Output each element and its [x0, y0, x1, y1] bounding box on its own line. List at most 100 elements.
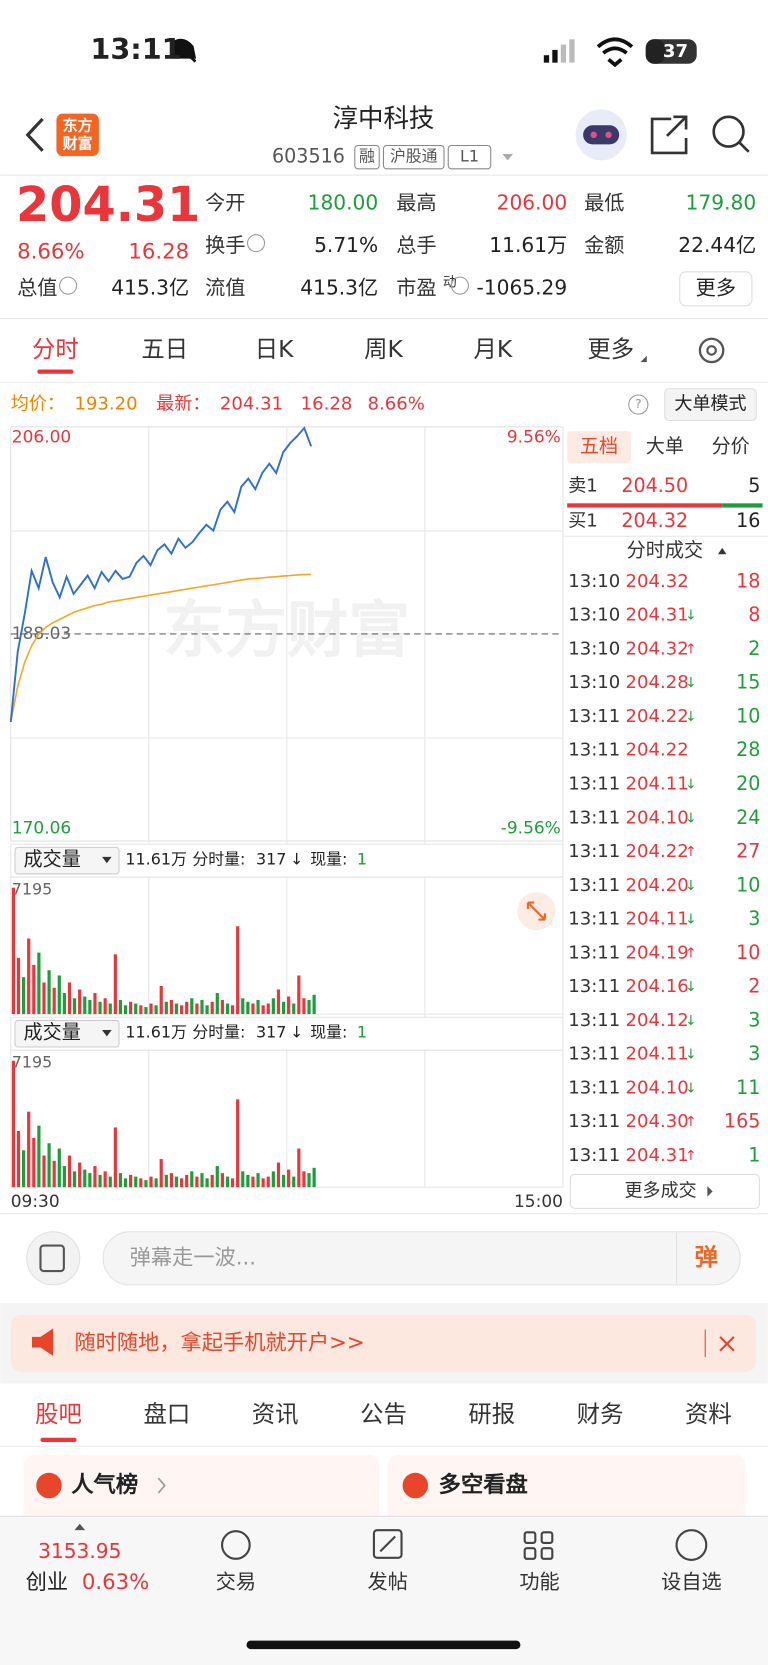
- chart-tab[interactable]: 日K: [255, 335, 294, 363]
- tag-label: 沪股通: [390, 147, 438, 166]
- field-value: 206.00: [497, 190, 568, 214]
- mode-button[interactable]: [664, 388, 757, 422]
- split-volume: 317: [256, 1023, 286, 1042]
- trade-volume: 8: [748, 603, 760, 626]
- trade-time: 13:11: [568, 1044, 620, 1065]
- card[interactable]: [387, 1454, 746, 1530]
- volume-bar: [292, 1003, 296, 1015]
- avg-price: 193.20: [74, 394, 137, 415]
- trade-price: 204.20: [626, 875, 689, 896]
- section-tab[interactable]: 财务: [577, 1400, 624, 1428]
- buy-volume: 16: [736, 509, 760, 532]
- section-tab[interactable]: 股吧: [35, 1400, 82, 1428]
- trade-time: 13:10: [568, 672, 620, 693]
- section-tab[interactable]: 盘口: [143, 1400, 190, 1428]
- field-value: 415.3亿: [111, 275, 189, 299]
- trade-arrow: ↓: [685, 912, 697, 928]
- watermark: 东方财富: [164, 594, 410, 666]
- share-button[interactable]: [650, 115, 688, 155]
- nav-item[interactable]: 发帖: [368, 1570, 408, 1594]
- banner[interactable]: [10, 1314, 757, 1372]
- trade-time: 13:11: [568, 1145, 620, 1166]
- trade-volume: 10: [736, 941, 760, 964]
- nav-item[interactable]: 功能: [519, 1570, 559, 1594]
- card-title: 人气榜: [71, 1471, 138, 1498]
- volume-bar: [32, 964, 36, 1015]
- volume-bar: [129, 1174, 133, 1188]
- nav-item[interactable]: 交易: [216, 1570, 256, 1594]
- field-label: 市盈: [396, 275, 436, 299]
- volume-bar: [154, 1005, 158, 1015]
- volume-bar: [149, 1003, 153, 1015]
- home-indicator: [246, 1640, 521, 1650]
- volume-bar: [230, 1005, 235, 1015]
- volume-bar: [78, 989, 82, 1015]
- tag-label: L1: [460, 147, 479, 166]
- last-price: 204.31: [16, 178, 200, 233]
- volume-selector[interactable]: [14, 846, 120, 875]
- section-tab[interactable]: 公告: [360, 1400, 407, 1428]
- chart-tab[interactable]: 更多: [587, 335, 634, 363]
- trade-price: 204.32: [626, 638, 689, 659]
- battery-level: 37: [663, 41, 688, 62]
- chart-tab[interactable]: 月K: [473, 335, 512, 363]
- volume-bar: [185, 1174, 189, 1188]
- more-button[interactable]: [679, 271, 753, 307]
- chart-tab[interactable]: 周K: [364, 335, 403, 363]
- trade-time: 13:11: [568, 909, 620, 930]
- volume-bar: [297, 1148, 301, 1188]
- volume-bar: [42, 1155, 46, 1188]
- book-tab[interactable]: 分价: [712, 435, 750, 458]
- buy-price: 204.32: [621, 509, 688, 532]
- volume-bar: [72, 998, 77, 1015]
- dropdown: [640, 355, 647, 363]
- current-label: 现量:: [310, 1023, 347, 1042]
- comment-list-button[interactable]: [26, 1231, 81, 1286]
- field-label: 总值: [17, 275, 57, 299]
- danmaku-input[interactable]: [102, 1231, 741, 1286]
- chart-tab[interactable]: 五日: [141, 335, 188, 363]
- book-tab[interactable]: 大单: [646, 435, 684, 458]
- volume-bar: [256, 1173, 260, 1188]
- volume-bar: [118, 1173, 123, 1188]
- banner-close[interactable]: [719, 1336, 735, 1352]
- more-trades-button[interactable]: [569, 1173, 760, 1209]
- danmaku-button[interactable]: 弹: [695, 1243, 718, 1271]
- section-tab[interactable]: 研报: [468, 1400, 515, 1428]
- volume-bar: [185, 1001, 189, 1015]
- help-icon[interactable]: [628, 394, 649, 415]
- card[interactable]: [23, 1454, 380, 1530]
- volume-bar: [210, 1001, 214, 1015]
- section-tab[interactable]: 资料: [685, 1400, 732, 1428]
- volume-bar: [42, 982, 46, 1015]
- settings-button[interactable]: [698, 337, 725, 364]
- volume-bar: [200, 1000, 204, 1015]
- book-tab[interactable]: 五档: [580, 435, 618, 458]
- index-value[interactable]: 3153.95: [38, 1539, 121, 1563]
- nav-item[interactable]: 设自选: [661, 1570, 721, 1594]
- volume-bar: [312, 994, 316, 1015]
- field-value: 5.71%: [314, 233, 378, 257]
- trade-volume: 11: [736, 1076, 760, 1099]
- split-label: 分时量:: [192, 850, 245, 869]
- back-button[interactable]: [25, 117, 44, 152]
- trade-price: 204.12: [626, 1010, 689, 1031]
- time-end: 15:00: [514, 1192, 563, 1212]
- chart-tab[interactable]: 分时: [32, 335, 79, 363]
- volume-selector[interactable]: [14, 1019, 120, 1048]
- logo-text: 东方: [63, 116, 93, 134]
- volume-bar: [93, 993, 97, 1015]
- dropdown: [102, 1030, 112, 1037]
- volume-bar: [180, 1178, 184, 1188]
- volume-bar: [302, 1171, 306, 1188]
- tag-label: 融: [359, 147, 375, 166]
- volume-bar: [32, 1137, 36, 1188]
- volume-bar: [37, 1125, 41, 1188]
- search-button[interactable]: [712, 115, 745, 148]
- section-tab[interactable]: 资讯: [252, 1400, 299, 1428]
- trade-volume: 20: [736, 772, 760, 795]
- volume-bar: [52, 987, 56, 1015]
- volume-bar: [256, 1000, 260, 1015]
- status-icons: [169, 37, 697, 68]
